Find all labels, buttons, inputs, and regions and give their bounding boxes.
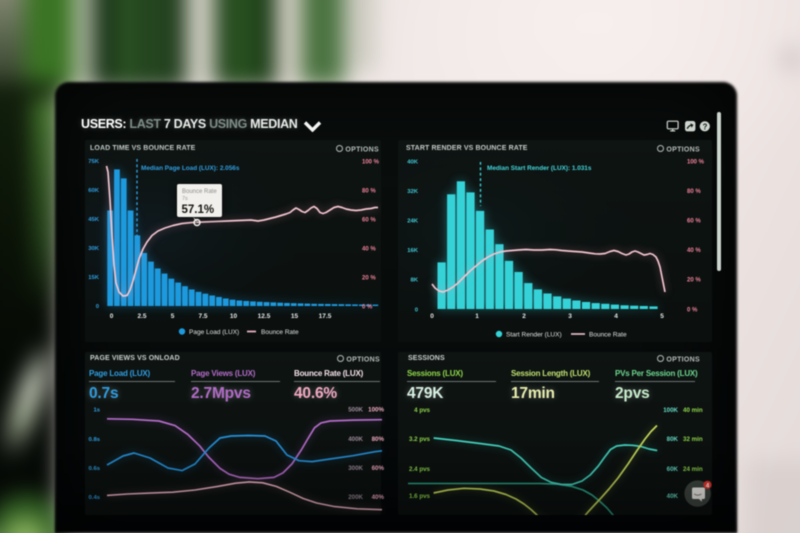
svg-text:3: 3 <box>568 313 572 320</box>
svg-text:100%: 100% <box>368 406 384 413</box>
svg-text:60 %: 60 % <box>362 217 376 223</box>
svg-text:0.8s: 0.8s <box>89 437 101 443</box>
svg-text:200K: 200K <box>348 494 363 501</box>
svg-text:1s: 1s <box>93 407 100 413</box>
svg-text:2.5: 2.5 <box>137 313 146 320</box>
svg-text:80 %: 80 % <box>687 189 701 195</box>
svg-text:80%: 80% <box>372 436 385 443</box>
svg-text:4: 4 <box>706 482 710 489</box>
svg-text:45K: 45K <box>88 217 100 223</box>
svg-text:60%: 60% <box>372 465 385 472</box>
svg-text:0: 0 <box>415 307 419 313</box>
svg-text:0.4s: 0.4s <box>89 495 101 501</box>
svg-text:7s: 7s <box>182 196 188 202</box>
svg-text:16K: 16K <box>407 248 419 254</box>
svg-text:0.6s: 0.6s <box>89 466 101 472</box>
svg-text:0 %: 0 % <box>687 307 698 313</box>
svg-text:15K: 15K <box>88 275 100 281</box>
svg-text:?: ? <box>703 122 708 131</box>
svg-text:5: 5 <box>171 313 175 320</box>
svg-text:32K: 32K <box>407 189 419 195</box>
svg-text:100 %: 100 % <box>362 159 380 165</box>
svg-text:30K: 30K <box>88 246 100 252</box>
svg-text:500K: 500K <box>348 406 363 413</box>
svg-text:60 %: 60 % <box>687 219 701 225</box>
svg-text:5: 5 <box>660 313 664 320</box>
svg-text:17.5: 17.5 <box>319 313 332 320</box>
svg-text:15: 15 <box>291 313 299 320</box>
svg-text:2.4 pvs: 2.4 pvs <box>409 466 431 473</box>
svg-text:1: 1 <box>475 313 479 320</box>
svg-text:40 %: 40 % <box>362 246 376 252</box>
svg-text:300K: 300K <box>348 465 363 472</box>
svg-text:40K: 40K <box>667 493 679 500</box>
svg-text:40K: 40K <box>407 159 419 165</box>
svg-text:8K: 8K <box>410 278 418 284</box>
svg-text:4 pvs: 4 pvs <box>414 407 430 414</box>
svg-text:Median Start Render (LUX): 1.0: Median Start Render (LUX): 1.031s <box>487 165 592 172</box>
svg-text:0 %: 0 % <box>362 304 373 310</box>
svg-text:80 %: 80 % <box>362 188 376 194</box>
svg-text:7.5: 7.5 <box>198 313 207 320</box>
svg-text:400K: 400K <box>348 436 363 443</box>
svg-text:Start Render (LUX): Start Render (LUX) <box>506 332 562 339</box>
svg-text:60K: 60K <box>88 188 100 194</box>
svg-text:0: 0 <box>110 313 114 320</box>
svg-text:40%: 40% <box>372 494 385 501</box>
svg-text:75K: 75K <box>88 159 100 165</box>
svg-text:20 %: 20 % <box>362 275 376 281</box>
svg-text:2: 2 <box>522 313 526 320</box>
svg-text:100K: 100K <box>663 407 678 414</box>
svg-text:32 min: 32 min <box>683 436 703 443</box>
svg-text:Bounce Rate: Bounce Rate <box>589 332 627 339</box>
svg-text:57.1%: 57.1% <box>182 204 215 216</box>
svg-text:10: 10 <box>230 313 238 320</box>
svg-text:40 min: 40 min <box>683 407 703 414</box>
svg-text:24K: 24K <box>407 219 419 225</box>
svg-text:0: 0 <box>96 304 100 310</box>
svg-text:1.6 pvs: 1.6 pvs <box>409 493 431 500</box>
svg-text:Page Load (LUX): Page Load (LUX) <box>189 329 239 336</box>
svg-text:Bounce Rate: Bounce Rate <box>261 329 299 336</box>
svg-text:12.5: 12.5 <box>258 313 271 320</box>
svg-text:4: 4 <box>614 313 618 320</box>
svg-text:80K: 80K <box>667 436 679 443</box>
svg-text:Bounce Rate: Bounce Rate <box>182 189 217 195</box>
svg-text:Median Page Load (LUX): 2.056s: Median Page Load (LUX): 2.056s <box>141 165 240 172</box>
svg-text:100 %: 100 % <box>687 159 705 165</box>
svg-text:20 %: 20 % <box>687 278 701 284</box>
svg-text:60K: 60K <box>667 466 679 473</box>
svg-text:24 min: 24 min <box>683 466 703 473</box>
svg-text:3.2 pvs: 3.2 pvs <box>409 436 431 443</box>
svg-text:0: 0 <box>430 313 434 320</box>
svg-text:40 %: 40 % <box>687 248 701 254</box>
